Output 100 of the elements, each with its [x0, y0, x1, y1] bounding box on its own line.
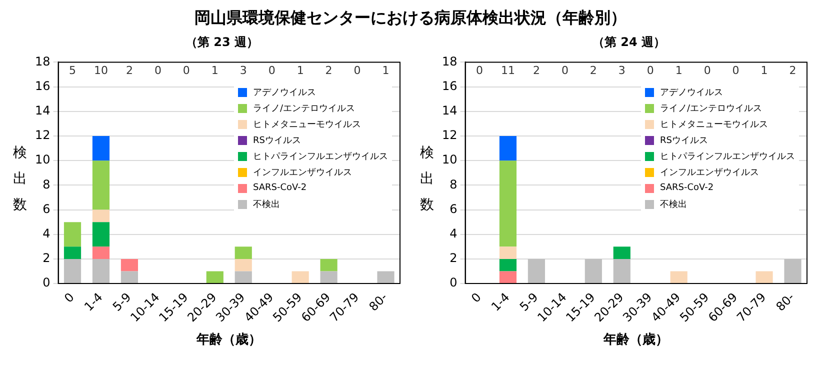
bar [206, 271, 224, 284]
y-tick-label: 14 [34, 104, 50, 118]
x-tick-label: 80- [773, 290, 798, 314]
y-tick-label: 12 [34, 128, 50, 142]
annotation: 3 [240, 64, 247, 78]
y-tick-label: 18 [442, 54, 458, 68]
bar [499, 258, 517, 272]
y-tick-label: 6 [42, 202, 50, 216]
bar [92, 160, 110, 210]
y-tick-label: 16 [442, 78, 458, 93]
y-tick-label: 4 [450, 226, 458, 240]
bar [670, 271, 688, 284]
bar [120, 258, 138, 272]
bar [320, 271, 338, 284]
annotation: 0 [268, 64, 276, 78]
bar [234, 271, 252, 284]
x-tick-label: 80- [366, 290, 390, 314]
chart-subtitle: （第 23 週） [184, 34, 260, 51]
bar [92, 258, 110, 284]
bar [499, 160, 517, 247]
y-tick-label: 8 [450, 177, 458, 192]
bar [234, 258, 252, 272]
y-tick-label: 4 [42, 226, 50, 240]
chart-subtitle: （第 24 週） [591, 34, 667, 51]
legend-label: 不検出 [660, 198, 687, 210]
legend-label: ヒトメタニューモウイルス [253, 118, 361, 130]
bar [92, 222, 110, 247]
x-tick-label: 5-9 [110, 290, 134, 314]
annotation: 2 [126, 64, 133, 78]
y-tick-label: 14 [442, 104, 458, 118]
legend-label: 不検出 [253, 198, 280, 210]
annotation: 1 [675, 64, 682, 78]
y-axis-title: 検出数 [419, 144, 435, 215]
bar [292, 271, 309, 284]
annotation: 2 [325, 64, 332, 78]
legend-label: ヒトメタニューモウイルス [660, 118, 768, 130]
bar [499, 246, 517, 259]
annotation: 2 [590, 64, 597, 78]
bar [64, 258, 82, 284]
bar [234, 246, 252, 259]
legend-label: インフルエンザウイルス [660, 166, 759, 178]
bar [64, 222, 82, 247]
y-tick-label: 12 [442, 128, 458, 142]
legend-label: ヒトパラインフルエンザウイルス [253, 150, 388, 162]
legend-label: インフルエンザウイルス [253, 166, 352, 178]
x-tick-label: 0 [62, 290, 77, 306]
bar [377, 271, 394, 284]
annotation: 1 [296, 64, 304, 78]
annotation: 0 [704, 64, 711, 78]
bar [92, 136, 110, 161]
annotation: 5 [69, 64, 76, 78]
legend-label: SARS-CoV-2 [660, 183, 714, 193]
chart-title: 岡山県環境保健センターにおける病原体検出状況（年齢別） [194, 8, 628, 29]
x-tick-label: 5-9 [517, 290, 541, 314]
legend-label: RSウイルス [660, 134, 708, 146]
bar [528, 258, 546, 284]
annotation: 0 [476, 64, 484, 78]
y-tick-label: 2 [450, 251, 458, 266]
annotation: 1 [211, 64, 218, 78]
y-tick-label: 6 [450, 202, 458, 216]
bar [499, 136, 517, 161]
annotation: 10 [94, 64, 108, 78]
y-tick-label: 0 [42, 276, 50, 290]
legend-label: SARS-CoV-2 [253, 183, 307, 193]
bar [92, 210, 110, 222]
annotation: 0 [154, 64, 162, 78]
annotation: 3 [618, 64, 626, 78]
bar [320, 258, 338, 272]
x-axis-title: 年齢（歳） [196, 332, 262, 348]
annotation: 2 [789, 64, 796, 78]
bar [92, 246, 110, 259]
y-tick-label: 10 [442, 152, 458, 167]
y-tick-label: 10 [34, 152, 50, 167]
legend-label: ライノ/エンテロウイルス [253, 102, 356, 114]
annotation: 1 [760, 64, 768, 78]
annotation: 1 [382, 64, 390, 78]
y-tick-label: 0 [450, 276, 458, 290]
x-tick-label: 1-4 [488, 290, 512, 314]
bar [120, 271, 138, 284]
bar [499, 271, 517, 284]
legend-label: アデノウイルス [660, 86, 723, 98]
annotation: 0 [646, 64, 654, 78]
annotation: 0 [182, 64, 190, 78]
bar [756, 271, 773, 284]
y-tick-label: 8 [42, 177, 50, 192]
y-axis-title: 検出数 [12, 144, 28, 215]
annotation: 0 [732, 64, 740, 78]
y-tick-label: 2 [42, 251, 50, 266]
annotation: 2 [532, 64, 540, 78]
legend-label: RSウイルス [253, 134, 301, 146]
bar [784, 258, 802, 284]
annotation: 0 [354, 64, 361, 78]
annotation: 11 [500, 64, 515, 78]
x-tick-label: 0 [468, 290, 484, 306]
legend-label: アデノウイルス [253, 86, 316, 98]
y-tick-label: 18 [34, 54, 50, 68]
bar [613, 258, 630, 284]
x-axis-title: 年齢（歳） [602, 332, 669, 348]
bar [64, 246, 82, 259]
x-tick-label: 1-4 [82, 290, 106, 314]
